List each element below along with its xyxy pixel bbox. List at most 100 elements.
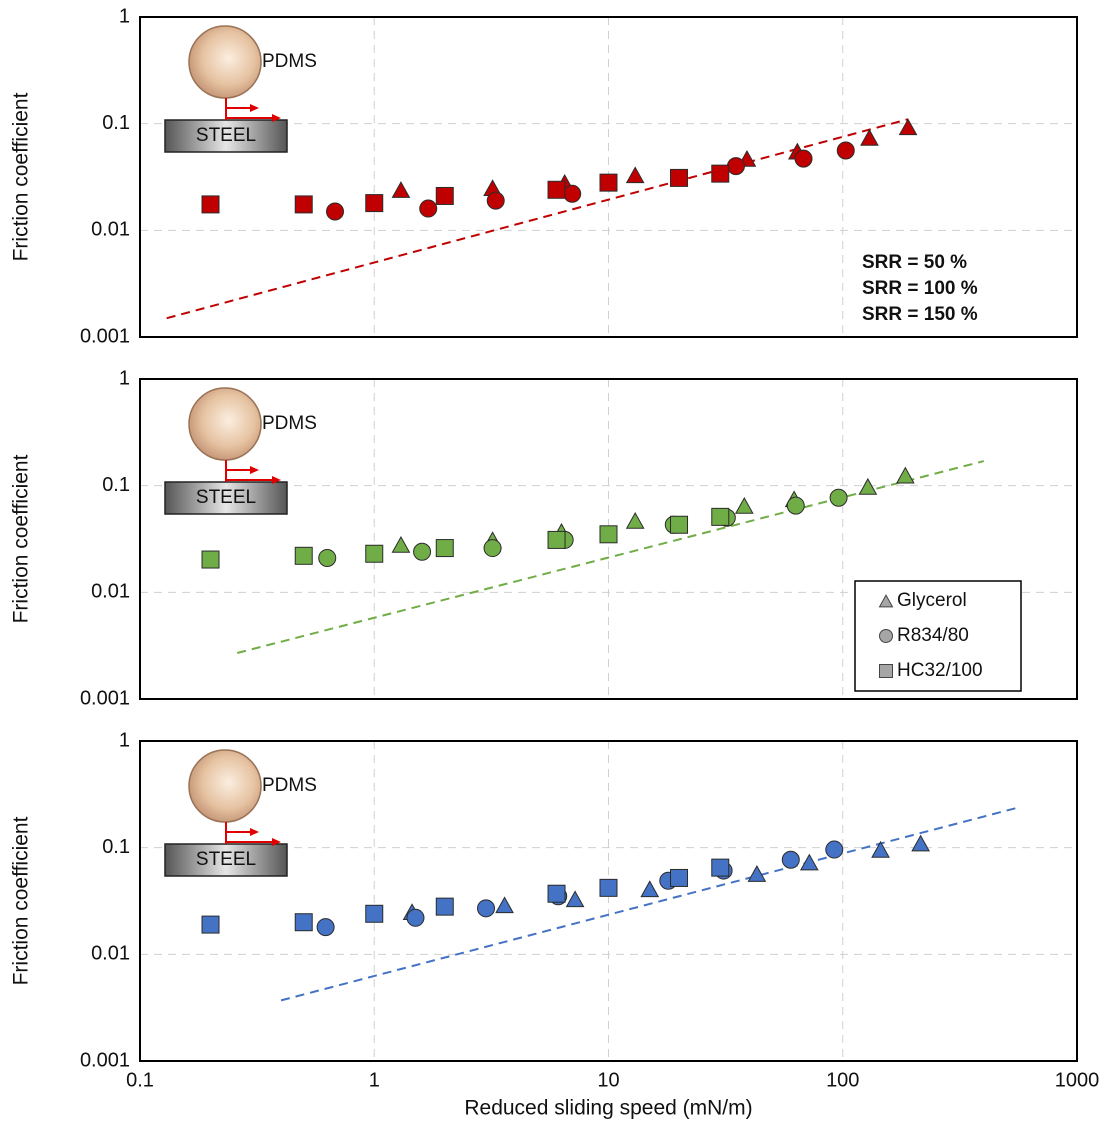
- data-point: [435, 539, 454, 558]
- data-point: [781, 850, 800, 869]
- data-point: [825, 840, 844, 859]
- data-point: [201, 915, 220, 934]
- plot-frame: [139, 740, 1078, 1062]
- arrow-head: [250, 828, 259, 836]
- data-point: [711, 507, 730, 526]
- y-tick-label: 0.01: [91, 581, 130, 603]
- data-point: [294, 913, 313, 932]
- plot-frame: [139, 378, 1078, 700]
- data-point: [895, 466, 915, 484]
- data-point: [201, 550, 220, 569]
- data-point: [860, 128, 879, 146]
- y-tick-label: 0.001: [80, 325, 130, 347]
- data-point: [711, 164, 730, 183]
- x-tick-label: 10: [597, 1069, 619, 1091]
- y-tick-label: 0.01: [91, 219, 130, 241]
- data-point: [365, 544, 384, 563]
- data-point: [711, 858, 730, 877]
- x-axis-label: Reduced sliding speed (mN/m): [464, 1097, 752, 1120]
- y-tick-label: 0.01: [91, 943, 130, 965]
- data-point: [640, 880, 660, 898]
- data-point: [563, 184, 582, 203]
- data-point: [365, 904, 384, 923]
- arrow-head: [272, 114, 281, 122]
- data-point: [858, 477, 878, 495]
- legend-label: Glycerol: [897, 590, 967, 611]
- data-point: [794, 149, 813, 168]
- steel-block: [164, 843, 288, 877]
- data-point: [483, 539, 502, 558]
- y-axis-label: Friction coefficient: [10, 92, 33, 261]
- data-point: [625, 166, 645, 184]
- data-point: [786, 496, 805, 515]
- data-point: [406, 908, 425, 927]
- data-point: [413, 542, 432, 561]
- data-point: [326, 202, 345, 221]
- data-point: [435, 897, 454, 916]
- steel-label: STEEL: [196, 849, 256, 870]
- data-point: [670, 868, 689, 887]
- pdms-label: PDMS: [262, 775, 317, 796]
- data-point: [670, 168, 689, 187]
- y-tick-label: 1: [119, 729, 130, 751]
- data-point: [391, 535, 411, 553]
- x-tick-label: 1000: [1055, 1069, 1100, 1091]
- data-point: [419, 199, 438, 218]
- data-point: [477, 899, 496, 918]
- data-point: [599, 173, 618, 192]
- legend-marker: [879, 664, 893, 678]
- data-point: [486, 191, 505, 210]
- annotation: SRR = 50 %: [862, 252, 967, 273]
- annotation: SRR = 150 %: [862, 304, 978, 325]
- data-point: [836, 141, 855, 160]
- y-tick-label: 0.001: [80, 687, 130, 709]
- x-tick-label: 100: [826, 1069, 859, 1091]
- pdms-ball: [188, 749, 262, 823]
- data-point: [547, 884, 566, 903]
- data-point: [871, 840, 890, 858]
- data-point: [547, 180, 566, 199]
- arrow-head: [272, 476, 281, 484]
- data-point: [547, 530, 566, 549]
- data-point: [726, 157, 745, 176]
- data-point: [898, 118, 918, 136]
- legend-marker: [878, 594, 894, 608]
- data-point: [829, 488, 848, 507]
- legend-marker: [879, 629, 893, 643]
- data-point: [294, 195, 313, 214]
- fit-line: [166, 118, 909, 320]
- data-point: [625, 511, 645, 529]
- annotation: SRR = 100 %: [862, 278, 978, 299]
- data-point: [599, 525, 618, 544]
- data-point: [565, 890, 585, 908]
- y-tick-label: 0.001: [80, 1049, 130, 1071]
- steel-label: STEEL: [196, 487, 256, 508]
- data-point: [391, 181, 411, 198]
- y-tick-label: 1: [119, 5, 130, 27]
- y-tick-label: 1: [119, 367, 130, 389]
- data-point: [670, 515, 689, 534]
- data-point: [316, 918, 335, 937]
- fit-line: [280, 806, 1021, 1002]
- data-point: [495, 896, 514, 914]
- arrow-head: [272, 838, 281, 846]
- data-point: [747, 865, 767, 882]
- data-point: [201, 195, 220, 214]
- pdms-label: PDMS: [262, 413, 317, 434]
- data-point: [435, 186, 454, 205]
- fit-line: [236, 460, 985, 654]
- data-point: [911, 834, 930, 852]
- data-point: [318, 548, 337, 567]
- arrow-head: [250, 466, 259, 474]
- pdms-ball: [188, 25, 262, 99]
- steel-label: STEEL: [196, 125, 256, 146]
- steel-block: [164, 481, 288, 515]
- data-point: [294, 546, 313, 565]
- pdms-ball: [188, 387, 262, 461]
- data-point: [799, 853, 819, 871]
- y-axis-label: Friction coefficient: [10, 454, 33, 623]
- data-point: [734, 496, 754, 514]
- pdms-label: PDMS: [262, 51, 317, 72]
- data-point: [599, 878, 618, 897]
- plot-frame: [139, 16, 1078, 338]
